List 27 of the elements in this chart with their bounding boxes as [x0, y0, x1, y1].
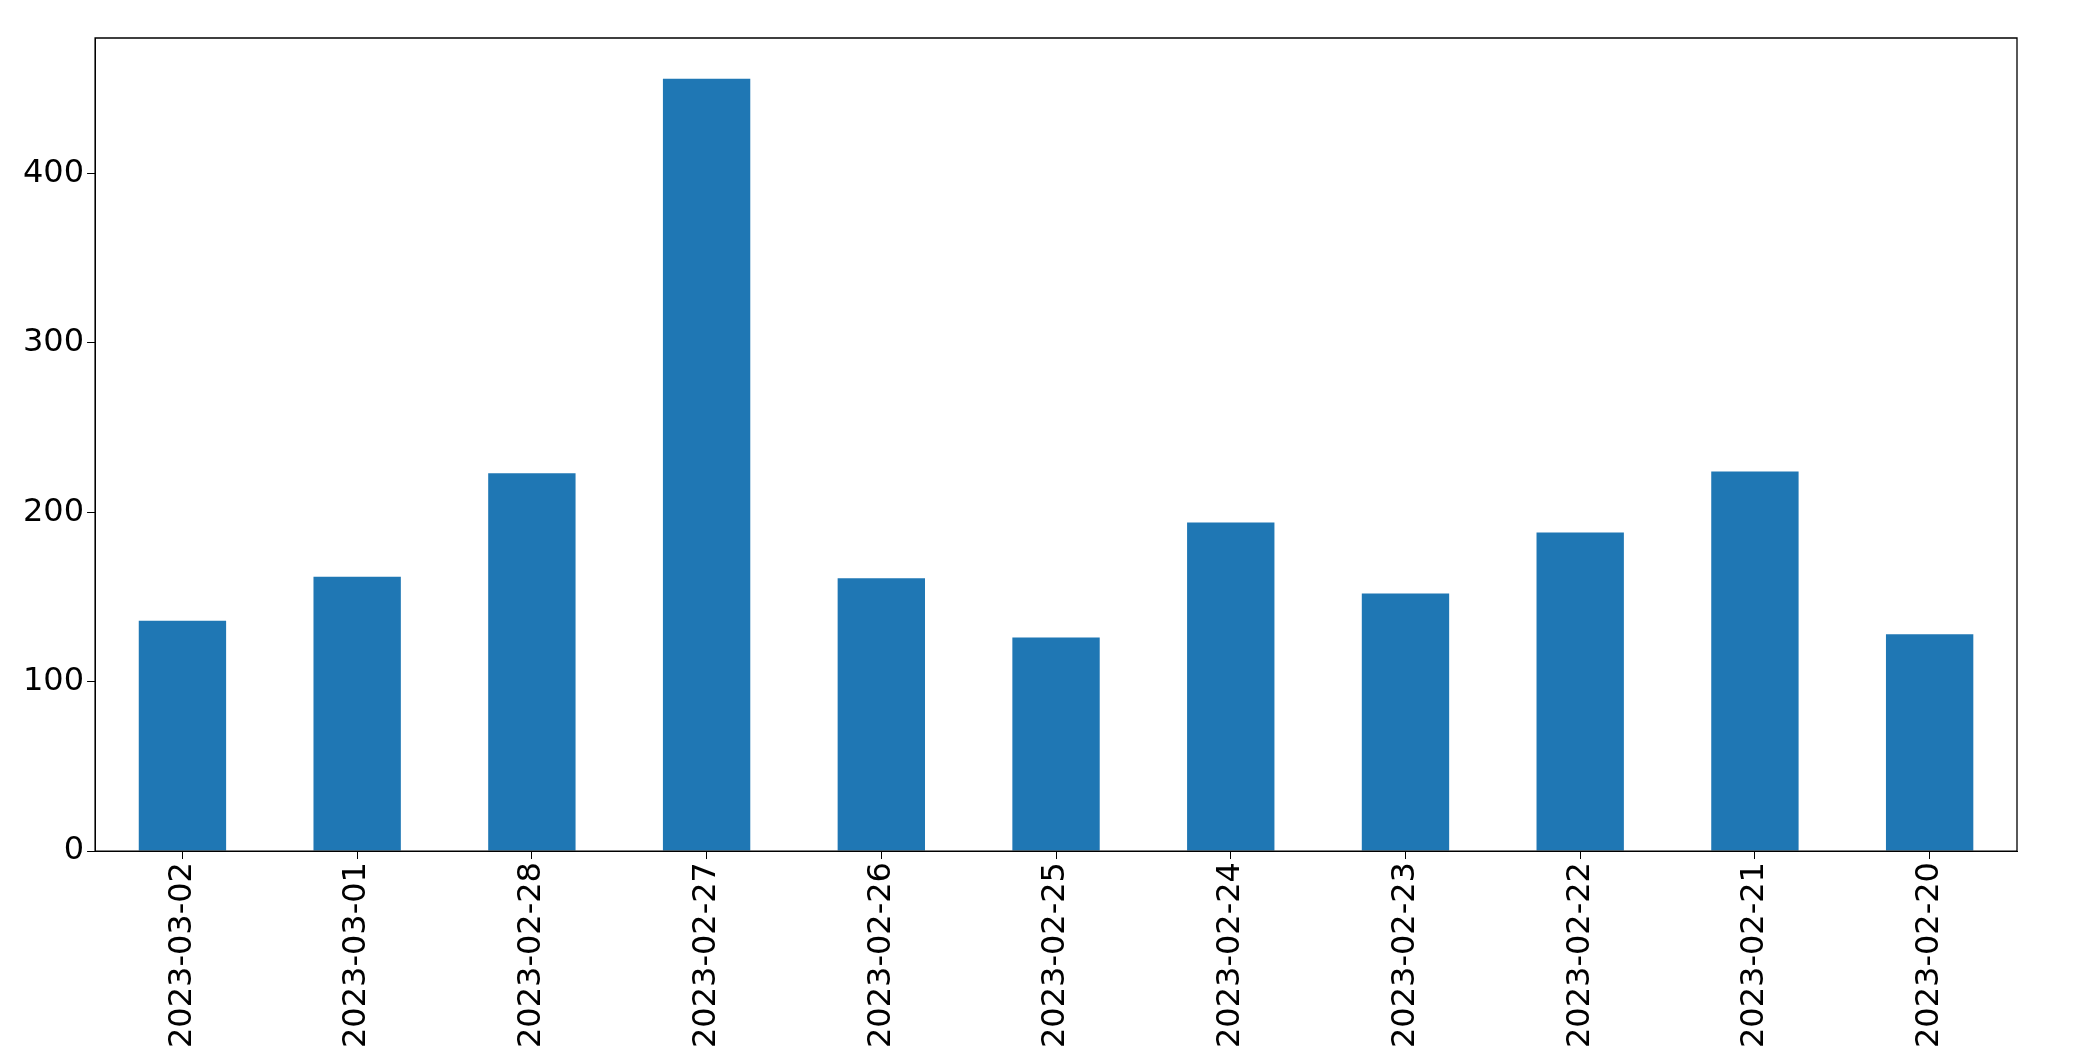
bar [138, 620, 227, 851]
x-tick-label: 2023-02-24 [1209, 862, 1248, 1048]
x-tick-label: 2023-03-02 [160, 862, 199, 1048]
x-tick-label: 2023-02-27 [684, 862, 723, 1048]
x-tick-label: 2023-02-21 [1733, 862, 1772, 1048]
y-tick-label: 400 [23, 151, 85, 190]
bar [1012, 637, 1100, 851]
y-tick-label: 200 [23, 490, 85, 529]
x-tick-label: 2023-02-22 [1558, 862, 1597, 1048]
bar [1885, 634, 1974, 851]
x-tick-label: 2023-02-26 [859, 862, 898, 1048]
bar [313, 576, 401, 851]
bar [1536, 532, 1624, 851]
bar [1187, 522, 1275, 851]
bar [488, 473, 576, 851]
bar [1361, 593, 1450, 851]
x-tick-label: 2023-02-25 [1034, 862, 1073, 1048]
y-tick-label: 0 [63, 829, 85, 868]
x-tick-label: 2023-02-28 [510, 862, 549, 1048]
y-tick-label: 300 [23, 321, 85, 360]
x-tick-label: 2023-02-20 [1907, 862, 1946, 1048]
x-tick-label: 2023-02-23 [1383, 862, 1422, 1048]
bar [662, 78, 751, 851]
bar [837, 578, 925, 851]
bar [1711, 471, 1799, 851]
x-tick-label: 2023-03-01 [335, 862, 374, 1048]
y-tick-label: 100 [23, 659, 85, 698]
